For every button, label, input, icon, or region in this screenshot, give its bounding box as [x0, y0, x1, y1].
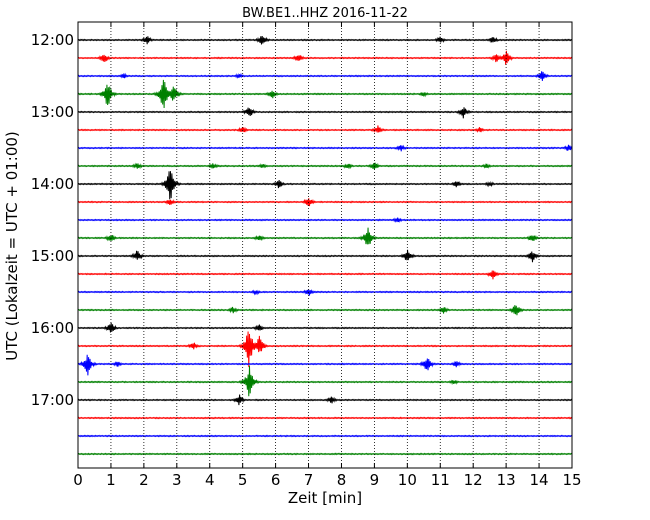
trace-group: [77, 35, 573, 456]
x-tick-label: 6: [271, 471, 281, 489]
plot-frame: [77, 21, 573, 469]
trace-1645: [77, 365, 573, 397]
x-tick-label: 8: [337, 471, 347, 489]
trace-1545: [77, 305, 573, 316]
y-tick-label: 16:00: [31, 319, 74, 337]
x-tick-label: 4: [205, 471, 215, 489]
trace-1715: [77, 416, 573, 420]
x-tick-label: 3: [172, 471, 182, 489]
trace-1500: [77, 249, 573, 263]
trace-1445: [77, 227, 573, 245]
x-tick-label: 7: [304, 471, 314, 489]
y-tick-label: 17:00: [31, 391, 74, 409]
trace-1745: [77, 452, 573, 456]
trace-1400: [77, 171, 573, 200]
trace-1200: [77, 35, 573, 45]
trace-1300: [77, 107, 573, 119]
chart-title: BW.BE1..HHZ 2016-11-22: [242, 6, 408, 21]
x-tick-label: 5: [238, 471, 248, 489]
y-axis-label: UTC (Lokalzeit = UTC + 01:00): [3, 131, 21, 361]
y-axis-ticks: 12:00 13:00 14:00 15:00 16:00 17:00: [31, 31, 572, 409]
trace-1230: [77, 71, 573, 81]
trace-1700: [77, 394, 573, 406]
x-tick-label: 13: [497, 471, 516, 489]
x-axis-ticks: 0 1 2 3 4 5 6 7 8 9 10 11 12 13 14 15: [73, 22, 582, 489]
trace-1415: [77, 198, 573, 207]
trace-1630: [77, 354, 573, 376]
x-tick-label: 11: [431, 471, 450, 489]
y-tick-label: 12:00: [31, 31, 74, 49]
x-tick-label: 1: [106, 471, 116, 489]
grid-lines: [110, 22, 540, 468]
x-tick-label: 9: [370, 471, 380, 489]
trace-1315: [77, 125, 573, 133]
y-tick-label: 14:00: [31, 175, 74, 193]
x-axis-label: Zeit [min]: [288, 489, 362, 507]
trace-1530: [77, 288, 573, 296]
trace-1430: [77, 217, 573, 223]
trace-1330: [77, 144, 573, 152]
x-tick-label: 14: [530, 471, 549, 489]
trace-1615: [77, 331, 573, 368]
trace-1600: [77, 322, 573, 333]
y-tick-label: 13:00: [31, 103, 74, 121]
x-tick-label: 10: [398, 471, 417, 489]
x-tick-label: 12: [464, 471, 483, 489]
trace-1515: [77, 270, 573, 280]
x-tick-label: 15: [562, 471, 581, 489]
trace-1730: [77, 434, 573, 438]
x-tick-label: 0: [73, 471, 83, 489]
y-tick-label: 15:00: [31, 247, 74, 265]
trace-1345: [77, 162, 573, 170]
x-tick-label: 2: [139, 471, 149, 489]
trace-1245: [77, 79, 573, 109]
trace-1215: [77, 50, 573, 65]
